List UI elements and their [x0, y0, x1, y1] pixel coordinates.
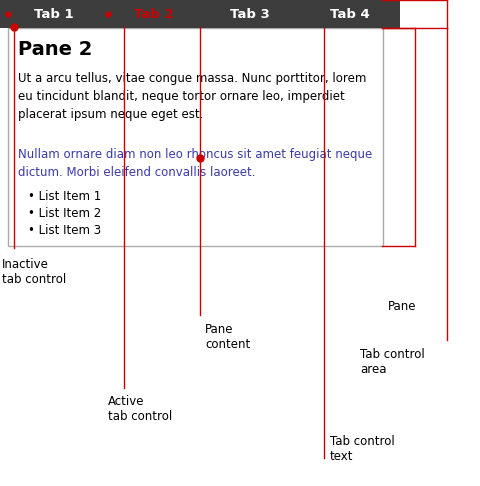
- Text: Pane 2: Pane 2: [18, 40, 92, 59]
- Text: Tab 1: Tab 1: [34, 7, 74, 20]
- Text: Pane: Pane: [388, 300, 417, 313]
- Text: Tab 3: Tab 3: [230, 7, 270, 20]
- Bar: [0, 0, 400, 28]
- Text: Tab control
text: Tab control text: [330, 435, 395, 463]
- Text: Active
tab control: Active tab control: [108, 395, 172, 423]
- Text: Ut a arcu tellus, vitae congue massa. Nunc porttitor, lorem
eu tincidunt blandit: Ut a arcu tellus, vitae congue massa. Nu…: [18, 72, 366, 121]
- Text: Nullam ornare diam non leo rhoncus sit amet feugiat neque
dictum. Morbi eleifend: Nullam ornare diam non leo rhoncus sit a…: [18, 148, 372, 179]
- Text: Inactive
tab control: Inactive tab control: [2, 258, 66, 286]
- Text: Tab 2: Tab 2: [134, 7, 174, 20]
- Text: Tab 4: Tab 4: [330, 7, 370, 20]
- Bar: [8, 28, 383, 246]
- Text: • List Item 3: • List Item 3: [28, 224, 101, 237]
- Text: • List Item 2: • List Item 2: [28, 207, 101, 220]
- Text: Pane
content: Pane content: [205, 323, 250, 351]
- Text: • List Item 1: • List Item 1: [28, 190, 101, 203]
- Text: Tab control
area: Tab control area: [360, 348, 425, 376]
